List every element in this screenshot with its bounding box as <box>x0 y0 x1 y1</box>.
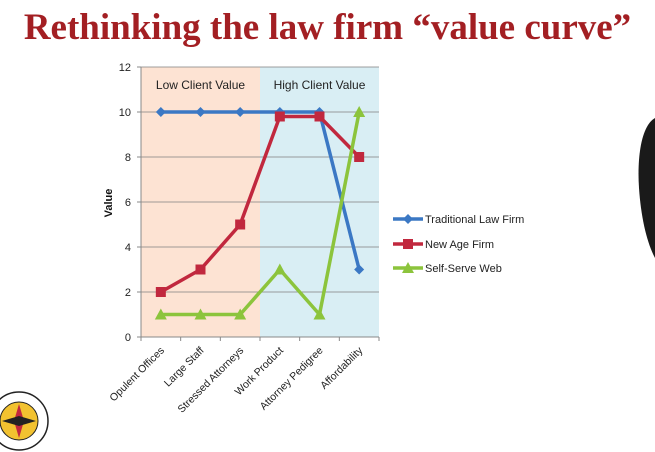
y-tick-label: 4 <box>125 242 131 254</box>
band-label: High Client Value <box>274 78 366 92</box>
data-point-self-serve-web <box>273 263 286 275</box>
value-curve-chart: Low Client Value High Client Value 0 2 4 6 8 1… <box>103 62 524 416</box>
x-category-label: Affordability <box>318 344 366 392</box>
y-tick-label: 8 <box>125 152 131 164</box>
x-category-label: Stressed Attorneys <box>175 345 246 416</box>
series-line-new-age-firm <box>159 114 361 294</box>
data-point-traditional-law-firm <box>354 264 365 275</box>
data-point-new-age-firm <box>274 111 285 122</box>
y-axis-label: Value <box>103 189 115 218</box>
data-point-new-age-firm <box>354 152 365 162</box>
legend-entry: Self-Serve Web <box>425 263 502 275</box>
data-point-new-age-firm <box>195 264 206 275</box>
y-tick-label: 2 <box>125 287 131 299</box>
band-label: Low Client Value <box>156 78 245 92</box>
legend-swatch-marker <box>403 239 413 249</box>
legend-swatch-marker <box>402 262 414 273</box>
slide-title: Rethinking the law firm “value curve” <box>23 7 632 48</box>
data-point-new-age-firm <box>155 287 166 297</box>
data-point-traditional-law-firm <box>155 107 166 117</box>
data-point-self-serve-web <box>353 106 366 117</box>
x-category-label: Opulent Offices <box>107 345 167 405</box>
y-tick-label: 0 <box>125 332 131 344</box>
data-point-new-age-firm <box>314 111 325 122</box>
legend-entry: Traditional Law Firm <box>425 214 524 226</box>
data-point-self-serve-web <box>313 308 326 320</box>
data-point-self-serve-web <box>154 308 167 320</box>
y-tick-label: 12 <box>119 62 131 74</box>
series-line-self-serve-web <box>160 111 361 317</box>
y-tick-label: 10 <box>119 107 131 119</box>
series-line-traditional-law-firm <box>160 110 361 270</box>
data-point-traditional-law-firm <box>195 107 206 117</box>
y-tick-label: 6 <box>125 197 131 209</box>
data-point-traditional-law-firm <box>235 107 246 117</box>
data-point-new-age-firm <box>235 219 246 230</box>
legend-entry: New Age Firm <box>425 239 494 251</box>
legend-swatch-marker <box>403 214 413 224</box>
presenter-silhouette <box>638 118 655 258</box>
data-point-self-serve-web <box>234 308 247 320</box>
university-seal <box>0 391 49 451</box>
data-point-self-serve-web <box>194 308 207 320</box>
